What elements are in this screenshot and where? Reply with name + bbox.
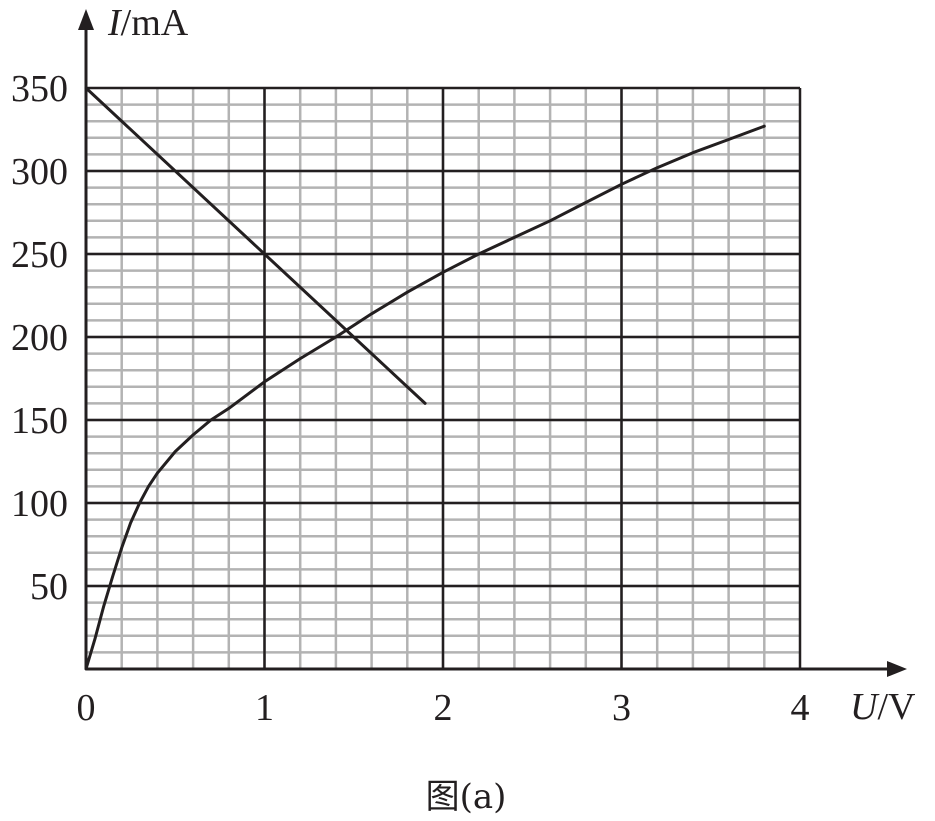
y-axis-arrow (78, 9, 94, 30)
tick-labels: 0 1 2 3 4 50 100 150 200 250 300 350 (11, 68, 810, 729)
x-axis-unit: /V (877, 686, 916, 728)
x-tick-label: 3 (612, 687, 631, 729)
x-axis-var: U (850, 686, 880, 728)
x-axis-label: U/V (850, 686, 916, 728)
x-tick-label: 1 (255, 687, 274, 729)
y-tick-label: 250 (11, 234, 68, 276)
series-layer (84, 86, 766, 671)
y-tick-label: 150 (11, 400, 68, 442)
x-tick-label: 0 (77, 687, 96, 729)
series-line-2 (84, 124, 766, 671)
y-axis-label: I/mA (107, 2, 189, 44)
x-tick-label: 2 (434, 687, 453, 729)
y-tick-label: 100 (11, 483, 68, 525)
y-tick-label: 300 (11, 151, 68, 193)
major-grid (86, 86, 802, 669)
x-axis-arrow (887, 661, 907, 677)
y-axis-var: I (107, 2, 123, 44)
y-axis-unit: /mA (121, 2, 189, 44)
y-tick-label: 50 (30, 566, 68, 608)
axes (78, 9, 907, 677)
y-tick-label: 200 (11, 317, 68, 359)
y-tick-label: 350 (11, 68, 68, 110)
x-tick-label: 4 (791, 687, 810, 729)
figure-caption: 图(a) (426, 777, 507, 817)
series-line-1 (84, 86, 427, 405)
